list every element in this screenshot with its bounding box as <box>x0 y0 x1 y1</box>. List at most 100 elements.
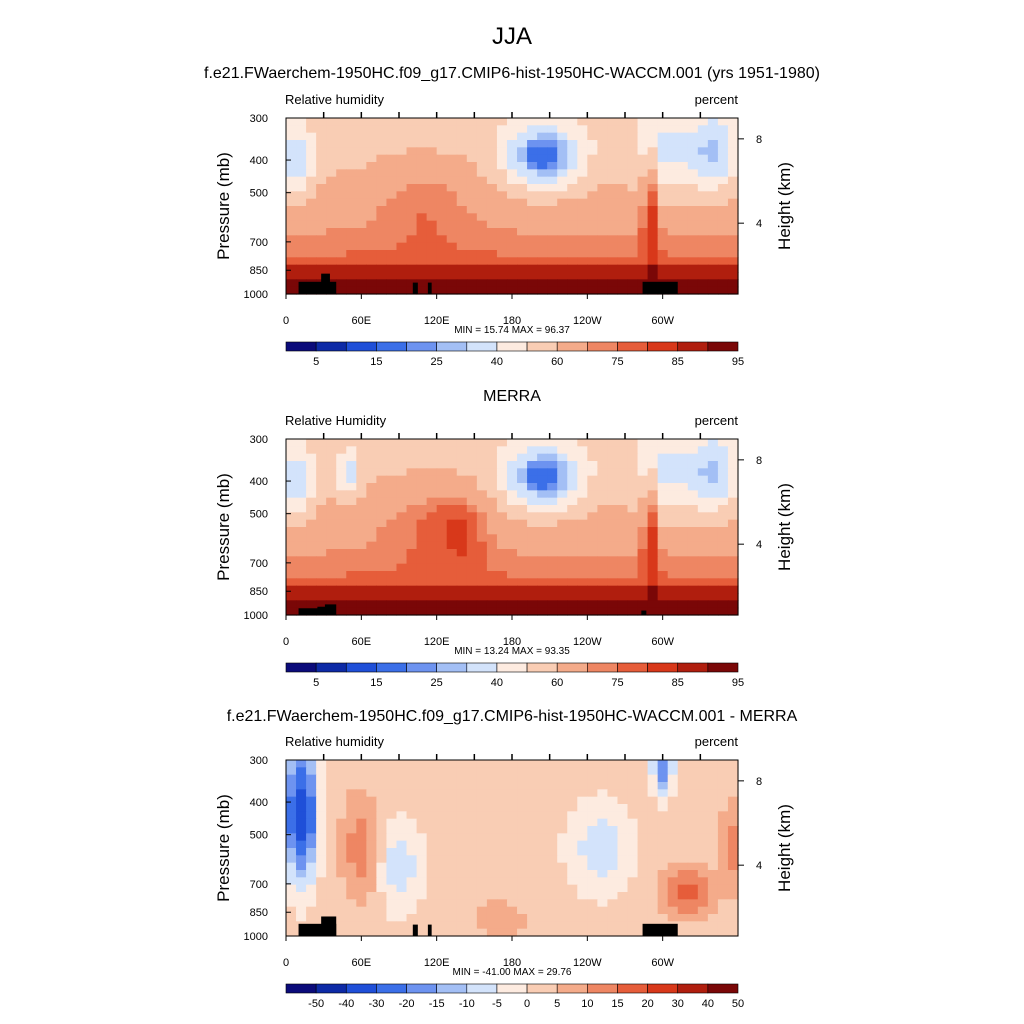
heatmap-cell <box>697 899 709 908</box>
heatmap-cell <box>296 439 307 447</box>
heatmap-cell <box>557 519 568 528</box>
heatmap-cell <box>426 767 438 776</box>
heatmap-cell <box>677 235 689 244</box>
heatmap-cell <box>306 549 317 557</box>
heatmap-cell <box>707 541 719 550</box>
heatmap-cell <box>547 571 558 579</box>
heatmap-cell <box>286 140 297 148</box>
heatmap-cell <box>346 862 357 871</box>
heatmap-cell <box>627 585 639 594</box>
heatmap-cell <box>727 461 739 469</box>
topography-block <box>427 282 432 294</box>
heatmap-cell <box>567 796 578 805</box>
heatmap-cell <box>687 235 699 244</box>
heatmap-cell <box>416 147 428 156</box>
heatmap-cell <box>597 198 609 207</box>
heatmap-cell <box>336 906 347 915</box>
heatmap-cell <box>627 899 639 908</box>
heatmap-cell <box>476 855 488 864</box>
heatmap-cell <box>537 468 548 477</box>
heatmap-cell <box>687 453 699 462</box>
heatmap-cell <box>336 855 347 864</box>
heatmap-cell <box>386 593 398 601</box>
heatmap-cell <box>547 213 558 222</box>
heatmap-cell <box>496 906 508 915</box>
heatmap-cell <box>326 840 337 849</box>
heatmap-cell <box>677 519 689 528</box>
colorbar-label: -15 <box>429 998 445 1010</box>
heatmap-cell <box>537 774 548 783</box>
heatmap-cell <box>456 848 468 856</box>
heatmap-cell <box>366 198 377 207</box>
heatmap-cell <box>346 607 357 616</box>
heatmap-cell <box>456 527 468 535</box>
heatmap-cell <box>376 468 388 477</box>
heatmap-cell <box>296 774 307 783</box>
heatmap-cell <box>506 490 518 499</box>
heatmap-cell <box>657 519 669 528</box>
heatmap-cell <box>537 132 548 141</box>
heatmap-cell <box>326 512 337 521</box>
heatmap-cell <box>386 549 398 557</box>
heatmap-cell <box>687 884 699 893</box>
heatmap-cell <box>597 804 609 812</box>
heatmap-cell <box>456 607 468 616</box>
heatmap-cell <box>476 899 488 908</box>
heatmap-cell <box>476 892 488 900</box>
heatmap-cell <box>647 534 659 543</box>
heatmap-cell <box>426 899 438 908</box>
heatmap-cell <box>406 767 418 776</box>
heatmap-cell <box>517 286 528 295</box>
heatmap-cell <box>306 519 317 528</box>
heatmap-cell <box>476 607 488 616</box>
heatmap-cell <box>286 549 297 557</box>
heatmap-cell <box>496 928 508 937</box>
heatmap-cell <box>356 176 367 185</box>
heatmap-cell <box>436 848 448 856</box>
heatmap-cell <box>386 272 398 280</box>
heatmap-cell <box>416 140 428 148</box>
colorbar-swatch <box>647 983 679 994</box>
heatmap-cell <box>296 534 307 543</box>
heatmap-cell <box>697 505 709 513</box>
colorbar-label: 40 <box>491 677 503 689</box>
heatmap-cell <box>557 855 568 864</box>
heatmap-cell <box>286 453 297 462</box>
heatmap-cell <box>326 789 337 798</box>
heatmap-cell <box>456 497 468 506</box>
heatmap-cell <box>587 928 598 937</box>
heatmap-cell <box>476 541 488 550</box>
heatmap-cell <box>346 804 357 812</box>
heatmap-cell <box>667 235 679 244</box>
heatmap-cell <box>456 789 468 798</box>
heatmap-cell <box>366 242 377 251</box>
heatmap-cell <box>476 767 488 776</box>
heatmap-cell <box>376 213 388 222</box>
heatmap-cell <box>717 453 729 462</box>
heatmap-cell <box>366 906 377 915</box>
heatmap-cell <box>667 571 679 579</box>
heatmap-cell <box>647 914 659 922</box>
heatmap-cell <box>517 782 528 790</box>
heatmap-cell <box>527 921 538 930</box>
heatmap-cell <box>667 541 679 550</box>
heatmap-cell <box>326 534 337 543</box>
heatmap-cell <box>436 162 448 170</box>
heatmap-cell <box>376 541 388 550</box>
heatmap-cell <box>376 870 388 878</box>
heatmap-cell <box>446 286 458 295</box>
heatmap-cell <box>386 497 398 506</box>
heatmap-cell <box>306 191 317 200</box>
heatmap-cell <box>346 870 357 878</box>
heatmap-cell <box>547 811 558 820</box>
heatmap-cell <box>476 563 488 572</box>
heatmap-cell <box>366 593 377 601</box>
heatmap-cell <box>667 600 679 609</box>
heatmap-cell <box>667 512 679 521</box>
heatmap-cell <box>717 892 729 900</box>
heatmap-cell <box>296 826 307 834</box>
heatmap-cell <box>476 198 488 207</box>
heatmap-cell <box>326 811 337 820</box>
heatmap-cell <box>597 191 609 200</box>
heatmap-cell <box>637 906 649 915</box>
